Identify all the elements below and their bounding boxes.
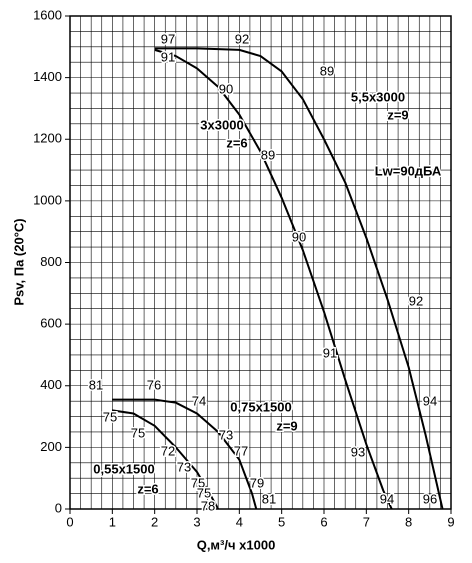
x-tick-label: 1 [109, 514, 116, 529]
annotation: 97 [161, 31, 175, 46]
annotation: 74 [192, 393, 206, 408]
annotation: 81 [89, 377, 103, 392]
y-tick-label: 600 [40, 316, 62, 331]
annotation: 92 [235, 31, 249, 46]
annotation: 73 [177, 459, 191, 474]
annotation: 79 [250, 475, 264, 490]
annotation: 75 [197, 485, 211, 500]
annotation: 94 [423, 393, 437, 408]
y-tick-label: 1600 [33, 7, 62, 22]
annotation: 78 [201, 498, 215, 513]
y-tick-label: 1200 [33, 131, 62, 146]
x-tick-label: 4 [236, 514, 243, 529]
annotation: Lw=90дБА [375, 163, 442, 178]
y-tick-label: 400 [40, 377, 62, 392]
x-tick-label: 8 [405, 514, 412, 529]
y-tick-label: 200 [40, 439, 62, 454]
annotation: 0,55x1500 [93, 461, 154, 476]
x-tick-label: 0 [66, 514, 73, 529]
x-tick-label: 7 [363, 514, 370, 529]
annotation: 90 [292, 229, 306, 244]
y-axis-label: Psv, Па (20°C) [11, 218, 26, 305]
annotation: z=9 [387, 107, 408, 122]
y-tick-label: 1400 [33, 69, 62, 84]
curve [154, 48, 393, 510]
x-tick-label: 9 [447, 514, 454, 529]
annotation: 91 [323, 345, 337, 360]
annotation: 0,75x1500 [230, 399, 291, 414]
x-axis-label: Q,м³/ч x1000 [197, 537, 276, 552]
y-tick-label: 1000 [33, 192, 62, 207]
x-tick-label: 3 [193, 514, 200, 529]
annotation: 5,5x3000 [351, 89, 405, 104]
annotation: z=9 [276, 418, 297, 433]
y-tick-label: 800 [40, 254, 62, 269]
x-tick-label: 2 [151, 514, 158, 529]
annotation: 81 [262, 491, 276, 506]
plot-frame [69, 15, 452, 510]
annotation: 90 [219, 81, 233, 96]
annotation: 75 [131, 425, 145, 440]
annotation: 96 [423, 491, 437, 506]
y-tick-label: 0 [55, 500, 62, 515]
annotation: 93 [351, 444, 365, 459]
x-tick-label: 5 [278, 514, 285, 529]
annotation: 76 [147, 377, 161, 392]
annotation: z=6 [226, 135, 247, 150]
annotation: 89 [320, 63, 334, 78]
annotation: 89 [261, 147, 275, 162]
annotation: 91 [161, 49, 175, 64]
annotation: 73 [219, 427, 233, 442]
curve [112, 398, 258, 510]
curve [154, 47, 444, 510]
annotation: 3x3000 [200, 117, 243, 132]
annotation: 75 [103, 409, 117, 424]
curve [112, 409, 220, 510]
annotation: z=6 [137, 481, 158, 496]
annotation: 92 [409, 293, 423, 308]
annotation: 72 [161, 443, 175, 458]
annotation: 94 [380, 491, 394, 506]
annotation: 75 [191, 475, 205, 490]
annotation: 77 [234, 443, 248, 458]
x-tick-label: 6 [320, 514, 327, 529]
